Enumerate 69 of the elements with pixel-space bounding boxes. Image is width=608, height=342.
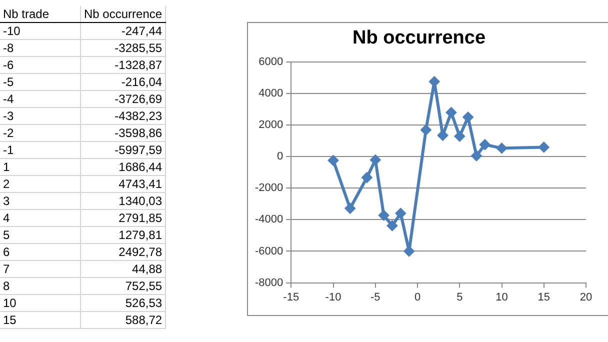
point (420, 124, 432, 136)
text: 526,53 (125, 296, 162, 310)
y-tick-label: -6000 (254, 245, 284, 258)
category-label: 2 (0, 176, 80, 192)
category-label: -3 (0, 108, 80, 124)
point (386, 220, 398, 232)
x-tick-label: 10 (496, 291, 508, 304)
category-label: 3 (0, 192, 80, 210)
x-tick-label: 15 (538, 291, 550, 304)
text: 1686,44 (118, 160, 162, 174)
text: -1328,87 (114, 58, 162, 72)
point (344, 202, 356, 214)
point (328, 154, 339, 166)
text: -3726,69 (114, 92, 162, 106)
y-tick-label: 2000 (258, 118, 284, 131)
point (378, 210, 390, 221)
category-label: -2 (0, 124, 80, 142)
text: 752,55 (125, 279, 162, 293)
text: 2791,85 (118, 211, 162, 225)
text: 1340,03 (118, 194, 162, 208)
chart-title: Nb occurrence (352, 28, 486, 49)
point (370, 154, 381, 166)
category-label: 15 (0, 312, 80, 328)
category-label: 4 (0, 210, 80, 226)
text: 588,72 (125, 313, 162, 327)
y-tick-label: 4000 (258, 87, 284, 100)
text: Nb occurrence (80, 6, 166, 22)
x-tick-label: 20 (580, 291, 592, 304)
point (496, 142, 508, 154)
y-tick-label: 6000 (258, 56, 284, 68)
text: -4382,23 (114, 109, 162, 123)
text: -5997,59 (114, 143, 162, 157)
category-label: -1 (0, 142, 80, 158)
y-tick-label: -8000 (254, 276, 284, 289)
y-tick-label: -2000 (254, 182, 284, 194)
category-label: 8 (0, 278, 80, 294)
text: -3285,55 (114, 41, 162, 55)
x-tick-label: -10 (325, 291, 342, 304)
point (361, 172, 372, 183)
category-label: -5 (0, 74, 80, 90)
text: -247,44 (121, 24, 162, 38)
category-label: -4 (0, 90, 80, 108)
point (479, 139, 490, 150)
x-tick-label: -5 (370, 291, 380, 304)
text: -216,04 (121, 75, 162, 89)
text: 1279,81 (118, 228, 162, 242)
category-label: 1 (0, 158, 80, 176)
x-tick-label: -15 (283, 291, 300, 304)
text: 2492,78 (118, 245, 162, 259)
category-label: -10 (0, 22, 80, 40)
category-label: 6 (0, 244, 80, 260)
point (538, 142, 550, 153)
text: -3598,86 (114, 126, 162, 140)
y-tick-label: -4000 (254, 214, 284, 226)
category-label: 7 (0, 260, 80, 278)
point (395, 208, 406, 219)
y-tick-label: 0 (277, 150, 284, 163)
point (454, 130, 466, 142)
x-tick-label: 0 (414, 291, 421, 304)
text: 4743,41 (118, 177, 162, 191)
point (462, 112, 474, 123)
category-label: -6 (0, 56, 80, 74)
point (446, 106, 457, 118)
text: Nb trade (0, 6, 80, 22)
point (470, 150, 482, 162)
category-label: -8 (0, 40, 80, 56)
text: 44,88 (132, 262, 162, 276)
category-label: 5 (0, 226, 80, 244)
x-tick-label: 5 (456, 291, 463, 304)
